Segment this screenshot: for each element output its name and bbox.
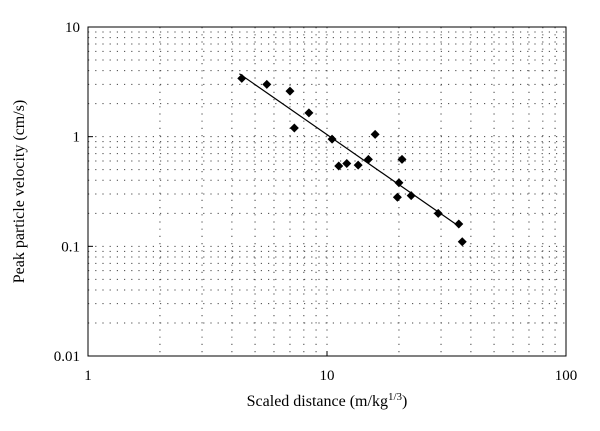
data-point — [237, 73, 247, 83]
data-point — [433, 208, 443, 218]
data-point — [334, 161, 344, 171]
data-point — [327, 134, 337, 144]
x-tick-label: 10 — [320, 368, 335, 384]
data-point — [394, 178, 404, 188]
x-tick-label: 1 — [84, 368, 92, 384]
y-tick-label: 0.01 — [54, 349, 80, 365]
y-axis-title: Peak particle velocity (cm/s) — [11, 100, 28, 283]
data-point — [342, 158, 352, 168]
x-tick-labels: 1 10 100 — [84, 368, 577, 384]
data-point — [406, 191, 416, 201]
data-point — [370, 129, 380, 139]
y-tick-label: 0.1 — [61, 239, 80, 255]
data-point — [353, 160, 363, 170]
plot-frame — [87, 26, 567, 357]
data-point — [392, 192, 402, 202]
x-tick-label: 100 — [555, 368, 578, 384]
x-axis-title: Scaled distance (m/kg1/3) — [247, 391, 408, 410]
data-point — [397, 154, 407, 164]
data-point — [289, 123, 299, 133]
axis-ticks — [87, 26, 567, 357]
data-point — [454, 219, 464, 229]
y-tick-label: 1 — [73, 130, 81, 146]
data-point — [457, 237, 467, 247]
x-axis-title-end: ) — [402, 393, 407, 410]
fit-line — [239, 73, 461, 228]
data-point — [304, 108, 314, 118]
y-tick-labels: 10 1 0.1 0.01 — [54, 20, 80, 365]
data-point — [285, 86, 295, 96]
data-points — [237, 73, 467, 247]
data-point — [262, 79, 272, 89]
x-axis-title-main: Scaled distance (m/kg — [247, 393, 388, 410]
x-axis-title-superscript: 1/3 — [388, 391, 403, 403]
y-tick-label: 10 — [65, 20, 80, 36]
data-point — [363, 154, 373, 164]
grid-lines — [88, 27, 566, 356]
